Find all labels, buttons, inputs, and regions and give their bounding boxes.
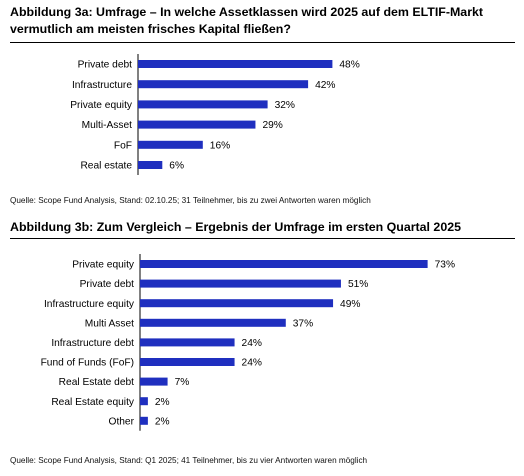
chart-b-value-label: 24% [242,338,262,349]
chart-b-category-label: Other [109,416,135,427]
chart-b-value-label: 51% [348,279,368,290]
chart-b-source: Quelle: Scope Fund Analysis, Stand: Q1 2… [10,456,368,465]
chart-a-category-label: Private equity [70,100,133,111]
chart-a-title-rule [10,42,515,43]
chart-a-category-label: Private debt [78,60,133,71]
chart-a-bar [138,161,163,169]
chart-b-value-label: 7% [175,377,190,388]
chart-a-bar [138,80,309,89]
chart-a-category-label: FoF [114,140,132,151]
chart-b-category-label: Multi Asset [85,318,134,329]
chart-b-value-label: 73% [435,260,455,271]
chart-b-category-label: Private equity [72,260,135,271]
chart-b-bar [140,260,428,268]
chart-a-value-label: 32% [275,100,295,111]
chart-a-value-label: 16% [210,140,230,151]
chart-b-bar [140,318,286,327]
chart-b-bar [140,338,235,347]
chart-a-value-label: 29% [262,120,282,131]
chart-b-value-label: 37% [293,318,313,329]
chart-a-value-label: 48% [339,60,359,71]
chart-a-category-label: Infrastructure [72,80,132,91]
chart-b-category-label: Real Estate debt [59,377,134,388]
chart-a-plot: Private debt 48% Infrastructure 42% Private … [70,54,360,175]
chart-a-bar [138,140,203,149]
chart-b-bar [140,416,148,425]
chart-a-value-label: 6% [169,161,184,172]
chart-a-category-label: Real estate [80,161,132,172]
chart-a-category-label: Multi-Asset [82,120,133,131]
chart-a-bar [138,60,333,68]
chart-b-category-label: Real Estate equity [51,397,135,408]
chart-b-bar [140,377,168,386]
chart-b-value-label: 49% [340,299,360,310]
chart-b-bar [140,358,235,366]
chart-b-category-label: Infrastructure debt [51,338,134,349]
chart-b-category-label: Fund of Funds (FoF) [41,358,134,369]
chart-a-bar [138,100,268,109]
chart-b-value-label: 2% [155,416,170,427]
chart-b-bar [140,397,148,406]
chart-a-value-label: 42% [315,80,335,91]
chart-b-value-label: 2% [155,397,170,408]
chart-b-category-label: Infrastructure equity [44,299,135,310]
chart-b-title: Abbildung 3b: Zum Vergleich – Ergebnis d… [10,220,461,234]
chart-b-category-label: Private debt [80,279,135,290]
chart-a-source: Quelle: Scope Fund Analysis, Stand: 02.1… [10,196,371,205]
chart-b-bar [140,299,334,308]
chart-a-title: Abbildung 3a: Umfrage – In welche Assetk… [10,5,484,36]
chart-a-bar [138,120,256,129]
chart-b-value-label: 24% [242,358,262,369]
chart-b-title-rule [10,238,515,239]
chart-b-bar [140,279,341,288]
